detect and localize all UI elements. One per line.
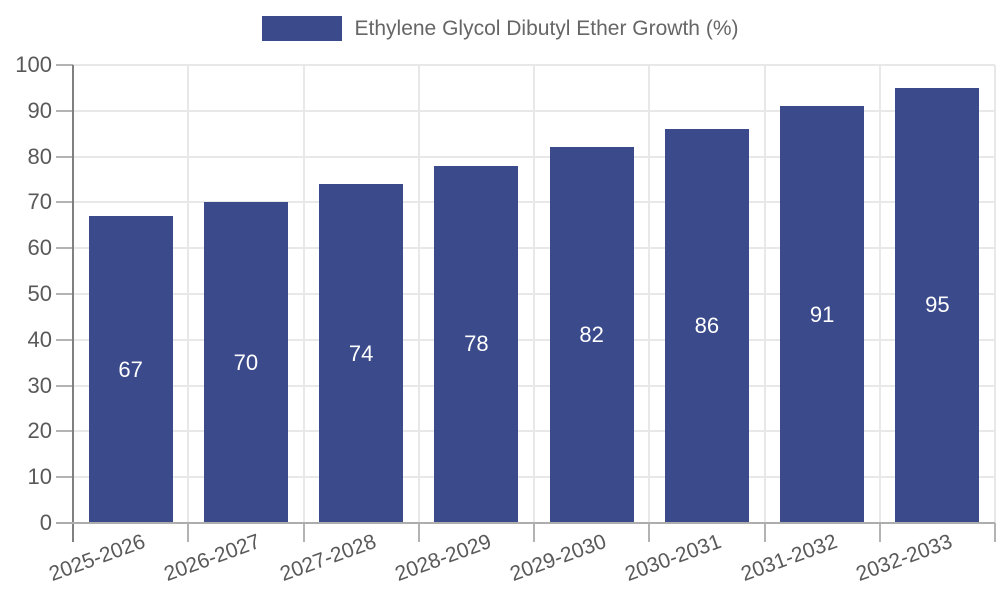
y-axis-tick-label: 20: [27, 418, 52, 444]
gridline-vertical: [763, 65, 766, 523]
chart-legend[interactable]: Ethylene Glycol Dibutyl Ether Growth (%): [0, 16, 1000, 41]
y-axis-tick: [56, 109, 73, 112]
gridline-vertical: [302, 65, 305, 523]
legend-swatch: [261, 16, 342, 41]
bar-value-label: 86: [694, 313, 720, 339]
bar: 74: [319, 184, 404, 523]
x-axis-label: 2029-2030: [507, 530, 610, 586]
x-axis-label: 2026-2027: [161, 530, 264, 586]
x-axis-line: [56, 522, 995, 524]
bar: 91: [780, 106, 865, 523]
gridline-vertical: [533, 65, 535, 523]
x-axis-label: 2025-2026: [46, 530, 149, 586]
y-axis-tick: [56, 155, 73, 158]
gridline-vertical: [878, 65, 881, 523]
gridline-vertical: [994, 65, 996, 523]
x-axis-tick: [878, 523, 881, 542]
bar-value-label: 78: [464, 331, 489, 357]
x-axis-tick: [533, 523, 535, 542]
y-axis-tick-label: 50: [27, 281, 52, 306]
bar-value-label: 70: [233, 349, 259, 375]
y-axis-tick: [56, 338, 73, 341]
x-axis-tick: [302, 523, 305, 542]
y-axis-tick: [56, 384, 73, 387]
y-axis-line: [72, 65, 74, 542]
y-axis-tick-label: 40: [27, 326, 52, 352]
bar-value-label: 82: [579, 322, 604, 348]
y-axis-tick: [56, 201, 73, 204]
bar: 95: [895, 87, 980, 523]
bar-value-label: 67: [118, 356, 143, 382]
y-axis-tick-label: 60: [27, 235, 52, 261]
gridline-vertical: [417, 65, 420, 523]
x-axis-label: 2027-2028: [276, 530, 379, 586]
x-axis-tick: [187, 523, 190, 542]
gridline-vertical: [187, 65, 190, 523]
bar: 67: [88, 216, 173, 523]
y-axis-tick: [56, 64, 73, 66]
x-axis-tick: [648, 523, 651, 542]
bar-value-label: 74: [348, 340, 374, 366]
legend-label: Ethylene Glycol Dibutyl Ether Growth (%): [354, 17, 739, 40]
x-axis-label: 2031-2032: [737, 530, 840, 586]
y-axis-tick: [56, 247, 73, 250]
bar-value-label: 91: [809, 301, 835, 327]
y-axis-tick-label: 80: [27, 143, 52, 169]
bar: 86: [664, 129, 749, 523]
y-axis-tick-label: 10: [27, 464, 52, 490]
x-axis-tick: [417, 523, 420, 542]
y-axis-tick: [56, 430, 73, 433]
y-axis-tick-label: 100: [15, 52, 52, 77]
y-axis-tick-label: 70: [27, 189, 52, 215]
bar-value-label: 95: [925, 292, 950, 318]
y-axis-tick-label: 0: [39, 510, 52, 535]
x-axis-tick: [994, 523, 996, 542]
x-axis-tick: [763, 523, 766, 542]
y-axis-tick: [56, 293, 73, 295]
x-axis-label: 2028-2029: [391, 530, 495, 586]
x-axis-label: 2032-2033: [852, 530, 956, 586]
bar: 70: [203, 202, 288, 523]
y-axis-tick-label: 30: [27, 372, 52, 398]
bar: 78: [434, 165, 519, 523]
x-axis-label: 2030-2031: [622, 530, 725, 586]
y-axis-tick-label: 90: [27, 97, 52, 123]
bar: 82: [549, 147, 634, 523]
gridline-vertical: [648, 65, 651, 523]
y-axis-tick: [56, 476, 73, 479]
